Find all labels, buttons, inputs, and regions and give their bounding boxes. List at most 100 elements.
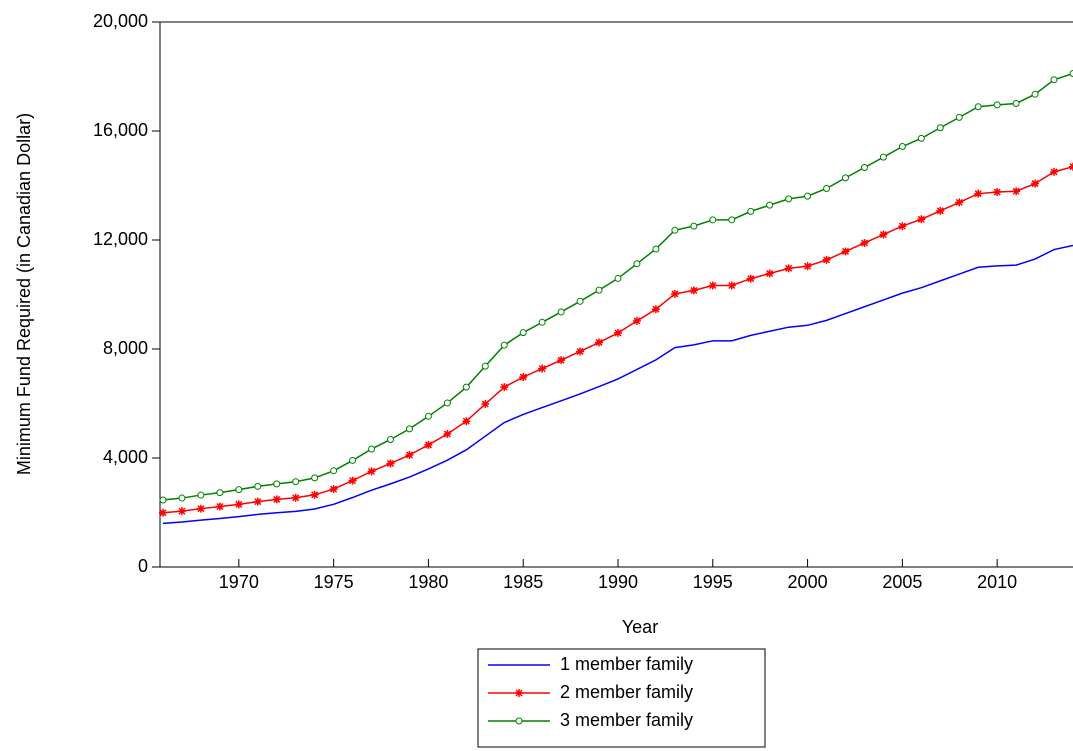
series-line (162, 244, 1073, 525)
x-axis-label: Year (622, 617, 658, 637)
point-marker (273, 480, 281, 488)
legend-label: 2 member family (560, 682, 693, 702)
point-marker (633, 260, 641, 268)
point-marker (765, 269, 774, 278)
point-marker (727, 281, 736, 290)
point-marker (917, 215, 926, 224)
point-marker (879, 153, 887, 161)
x-tick-label: 1975 (314, 572, 354, 592)
point-marker (178, 494, 186, 502)
point-marker (557, 308, 565, 316)
point-marker (519, 373, 528, 382)
point-marker (652, 245, 660, 253)
point-marker (917, 134, 925, 142)
series-line (162, 72, 1073, 501)
x-tick-label: 2000 (788, 572, 828, 592)
x-tick-label: 2010 (977, 572, 1017, 592)
point-marker (462, 417, 471, 426)
point-marker (424, 440, 433, 449)
point-marker (349, 456, 357, 464)
point-marker (197, 491, 205, 499)
x-tick-label: 1995 (693, 572, 733, 592)
point-marker (235, 486, 243, 494)
point-marker (690, 222, 698, 230)
point-marker (196, 504, 205, 513)
point-marker (481, 362, 489, 370)
point-marker (234, 500, 243, 509)
point-marker (500, 341, 508, 349)
point-marker (841, 247, 850, 256)
point-marker (387, 435, 394, 443)
point-marker (1050, 167, 1059, 176)
point-marker (1031, 90, 1039, 98)
point-marker (1069, 70, 1073, 78)
point-marker (955, 198, 964, 207)
point-marker (310, 490, 319, 499)
point-marker (1012, 187, 1021, 196)
point-marker (785, 195, 793, 203)
point-marker (823, 184, 831, 192)
point-marker (443, 430, 452, 439)
point-marker (386, 459, 395, 468)
point-marker (993, 101, 1001, 109)
point-marker (557, 356, 566, 365)
point-marker (974, 189, 983, 198)
point-marker (595, 338, 604, 347)
legend-label: 3 member family (560, 710, 693, 730)
point-marker (538, 364, 547, 373)
point-marker (595, 286, 603, 294)
point-marker (515, 689, 523, 697)
point-marker (462, 383, 470, 391)
point-marker (367, 467, 376, 476)
point-marker (879, 230, 888, 239)
x-tick-label: 1985 (503, 572, 543, 592)
point-marker (822, 255, 831, 264)
x-tick-label: 1980 (408, 572, 448, 592)
point-marker (481, 400, 490, 409)
point-marker (348, 476, 357, 485)
y-tick-label: 20,000 (93, 11, 148, 31)
point-marker (311, 474, 319, 482)
point-marker (898, 222, 907, 231)
point-marker (746, 274, 755, 283)
point-marker (1012, 99, 1020, 107)
point-marker (784, 264, 793, 273)
point-marker (576, 347, 585, 356)
point-marker (936, 124, 944, 132)
point-marker (747, 207, 755, 215)
point-marker (1050, 76, 1058, 84)
point-marker (614, 274, 622, 282)
point-marker (651, 305, 660, 314)
point-marker (216, 489, 224, 497)
point-marker (1031, 179, 1040, 188)
point-marker (1069, 162, 1073, 171)
point-marker (405, 425, 413, 433)
point-marker (291, 493, 300, 502)
point-marker (936, 206, 945, 215)
y-tick-label: 8,000 (103, 338, 148, 358)
point-marker (272, 495, 281, 504)
point-marker (803, 262, 812, 271)
y-tick-label: 16,000 (93, 120, 148, 140)
point-marker (766, 201, 774, 209)
point-marker (330, 467, 338, 475)
point-marker (215, 502, 224, 511)
point-marker (614, 328, 622, 337)
point-marker (443, 399, 451, 407)
point-marker (515, 717, 523, 725)
point-marker (329, 485, 338, 494)
point-marker (671, 226, 679, 234)
x-tick-label: 1970 (219, 572, 259, 592)
point-marker (860, 238, 869, 247)
y-tick-label: 12,000 (93, 229, 148, 249)
point-marker (254, 482, 262, 490)
point-marker (177, 507, 186, 516)
series-line (162, 165, 1073, 514)
point-marker (709, 216, 717, 224)
y-tick-label: 4,000 (103, 447, 148, 467)
point-marker (670, 289, 679, 298)
point-marker (159, 496, 167, 504)
point-marker (576, 297, 584, 305)
point-marker (689, 286, 698, 295)
y-tick-label: 0 (138, 556, 148, 576)
